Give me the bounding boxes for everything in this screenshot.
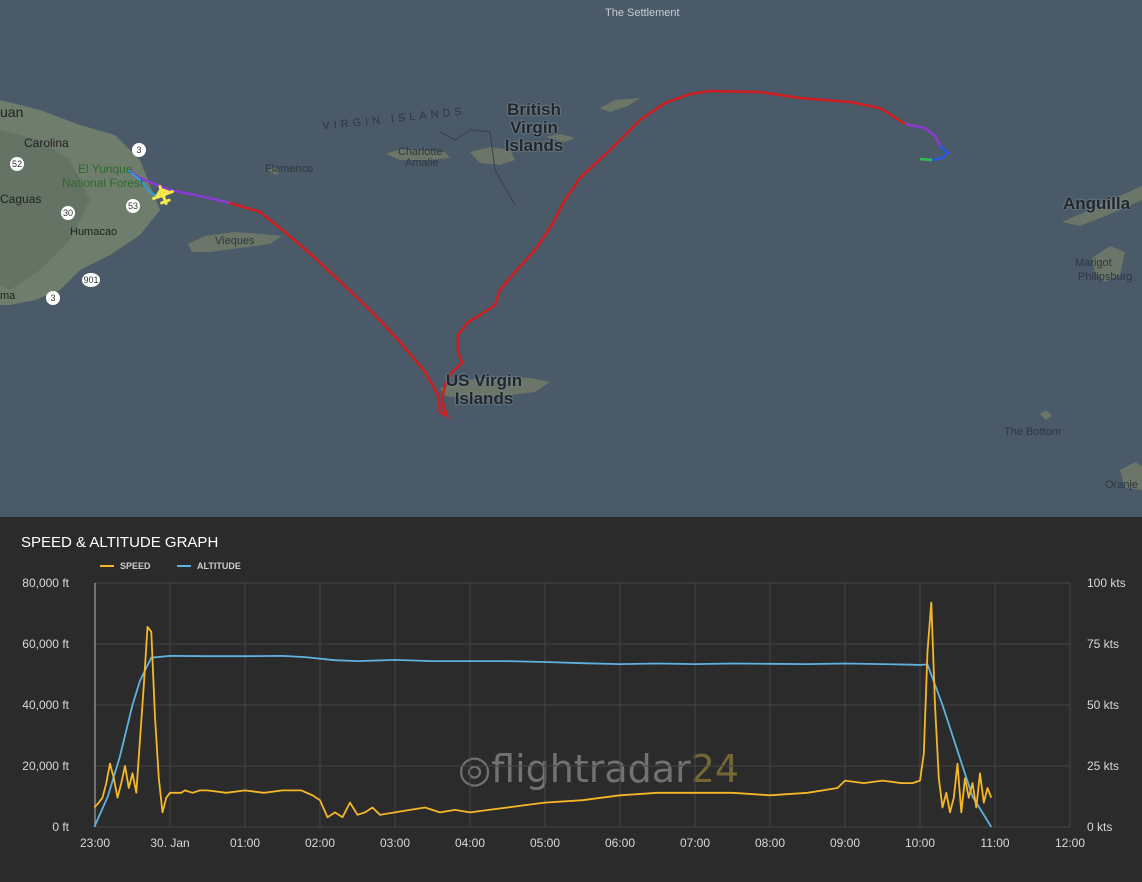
graph-legend: SPEED ALTITUDE <box>100 559 265 571</box>
y-left-tick-label: 60,000 ft <box>22 637 69 651</box>
st-thomas-island <box>386 149 450 160</box>
map-label-vieques: Vieques <box>215 235 255 247</box>
series-line-speed[interactable] <box>93 601 993 819</box>
map-label-us-virgin-islands: US Virgin Islands <box>445 371 523 408</box>
anguilla-island <box>1062 186 1142 226</box>
map-label-carolina: Carolina <box>24 136 69 150</box>
radar-logo-icon: ◎ <box>458 747 492 791</box>
map-label-anguilla: Anguilla <box>1063 194 1131 213</box>
airplane-icon <box>152 185 174 205</box>
y-right-tick-label: 0 kts <box>1087 820 1112 834</box>
flight-track-purple-west <box>127 168 231 205</box>
tortola-island <box>470 147 515 165</box>
vieques-island <box>188 232 282 252</box>
x-tick-label: 12:00 <box>1055 836 1085 850</box>
speed-altitude-chart[interactable]: 23:00 30. Jan 01:00 02:00 03:00 04:00 05:00 06:… <box>0 517 1142 882</box>
flight-track-green <box>919 157 933 162</box>
road-shield: 52 <box>10 157 24 171</box>
legend-label-altitude: ALTITUDE <box>197 561 241 571</box>
map-label-ma: ma <box>0 290 16 302</box>
y-right-tick-label: 25 kts <box>1087 759 1119 773</box>
map-label-national-forest: National Forest <box>62 176 144 190</box>
x-tick-label: 23:00 <box>80 836 110 850</box>
y-left-tick-label: 80,000 ft <box>22 576 69 590</box>
map-label-charlotte: Charlotte <box>398 146 443 158</box>
map-label-philipsburg: Philipsburg <box>1078 271 1133 283</box>
y-right-tick-label: 50 kts <box>1087 698 1119 712</box>
legend-label-speed: SPEED <box>120 561 151 571</box>
flight-track-red <box>229 89 906 419</box>
map-label-flamenco: Flamenco <box>265 163 314 175</box>
y-left-tick-label: 20,000 ft <box>22 759 69 773</box>
x-tick-label: 07:00 <box>680 836 710 850</box>
road-shield: 3 <box>46 291 60 305</box>
x-tick-label: 06:00 <box>605 836 635 850</box>
x-tick-label: 02:00 <box>305 836 335 850</box>
series-line-altitude[interactable] <box>93 655 993 828</box>
flight-track-purple <box>904 122 942 147</box>
x-tick-label: 09:00 <box>830 836 860 850</box>
map-label-marigot: Marigot <box>1075 257 1112 269</box>
x-tick-label: 04:00 <box>455 836 485 850</box>
y-left-tick-label: 0 ft <box>52 820 69 834</box>
legend-swatch-altitude <box>177 565 192 567</box>
flight-track-blue <box>931 145 950 162</box>
map-label-oranjestad: Oranje <box>1105 479 1139 491</box>
map-label-the-settlement: The Settlement <box>605 7 680 19</box>
y-right-tick-label: 100 kts <box>1087 576 1126 590</box>
map-label-amalie: Amalie <box>405 157 439 169</box>
map-label-caguas: Caguas <box>0 192 42 206</box>
x-tick-label: 01:00 <box>230 836 260 850</box>
y-left-tick-label: 40,000 ft <box>22 698 69 712</box>
x-tick-label: 03:00 <box>380 836 410 850</box>
flight-track-blue-west <box>127 169 161 199</box>
st-martin-island <box>1092 246 1125 282</box>
map-label-san-juan: uan <box>0 104 24 120</box>
y-right-tick-label: 75 kts <box>1087 637 1119 651</box>
x-tick-label: 11:00 <box>980 836 1009 850</box>
map-label-humacao: Humacao <box>70 226 118 238</box>
map-label-british-virgin-islands: British Virgin Islands <box>504 100 564 155</box>
road-shield: 53 <box>126 199 140 213</box>
legend-item-altitude[interactable]: ALTITUDE <box>177 561 241 571</box>
legend-item-speed[interactable]: SPEED <box>100 561 151 571</box>
x-tick-label: 05:00 <box>530 836 560 850</box>
legend-swatch-speed <box>100 565 114 567</box>
map-canvas <box>0 89 1142 490</box>
graph-title: SPEED & ALTITUDE GRAPH <box>21 534 219 551</box>
road-shield: 30 <box>61 206 75 220</box>
x-tick-label: 30. Jan <box>150 836 189 850</box>
x-tick-label: 08:00 <box>755 836 785 850</box>
map-label-the-bottom: The Bottom <box>1004 426 1061 438</box>
flight-map[interactable]: The Settlement uan Carolina El Yunque Na… <box>0 0 1142 517</box>
speed-altitude-graph-panel: SPEED & ALTITUDE GRAPH SPEED ALTITUDE ◎f… <box>0 517 1142 882</box>
x-tick-label: 10:00 <box>905 836 935 850</box>
map-label-el-yunque: El Yunque <box>78 162 133 176</box>
road-shield: 3 <box>132 143 146 157</box>
flightradar24-watermark: ◎flightradar24 <box>458 747 740 791</box>
road-shield: 901 <box>82 273 100 287</box>
st-croix-island <box>440 377 550 398</box>
anegada-island <box>600 98 640 112</box>
